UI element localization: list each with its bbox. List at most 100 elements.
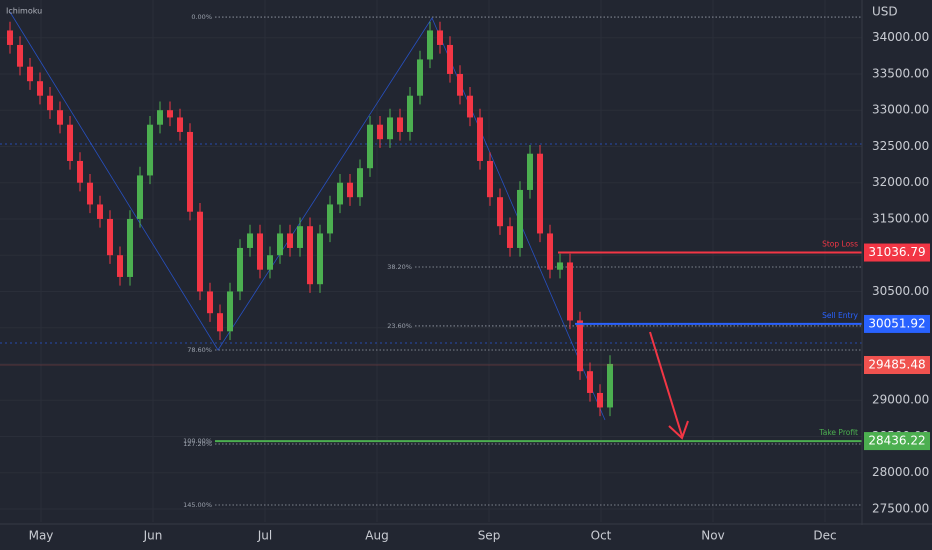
- currency-label: USD: [872, 5, 898, 19]
- candle-body: [187, 131, 193, 212]
- candle-body: [277, 233, 283, 256]
- candle-body: [417, 59, 423, 96]
- arrow-head: [668, 420, 689, 440]
- price-axis-bg: [862, 0, 932, 550]
- candle-body: [67, 124, 73, 161]
- level-name: Take Profit: [818, 428, 858, 437]
- x-tick-label: Jun: [143, 529, 163, 543]
- candle-body: [297, 226, 303, 248]
- y-tick-label: 29000.00: [872, 393, 929, 407]
- candle-body: [227, 291, 233, 332]
- candles: [7, 21, 613, 417]
- x-tick-label: May: [29, 529, 54, 543]
- candle-body: [27, 66, 33, 82]
- x-tick-label: Sep: [478, 529, 501, 543]
- levels: Stop Loss Sell Entry Take Profit: [0, 240, 862, 443]
- candle-body: [607, 363, 613, 408]
- candle-body: [407, 95, 413, 132]
- candle-body: [57, 110, 63, 125]
- candle-body: [97, 204, 103, 219]
- candle-body: [237, 247, 243, 292]
- arrow-shaft: [649, 331, 683, 437]
- x-tick-label: Jul: [257, 529, 272, 543]
- candle-body: [247, 233, 253, 248]
- candle-body: [217, 313, 223, 332]
- candle-body: [147, 124, 153, 176]
- candle-body: [477, 117, 483, 161]
- y-tick-label: 33000.00: [872, 103, 929, 117]
- fib-label: 23.60%: [387, 322, 412, 330]
- candle-body: [427, 30, 433, 60]
- y-tick-label: 28000.00: [872, 465, 929, 479]
- candle-body: [167, 110, 173, 118]
- x-tick-label: Oct: [591, 529, 612, 543]
- candle-body: [497, 197, 503, 227]
- x-tick-label: Dec: [813, 529, 836, 543]
- candle-body: [507, 226, 513, 248]
- arrow: [649, 331, 689, 440]
- price-label-bg: [864, 432, 930, 451]
- candle-body: [197, 211, 203, 292]
- y-tick-label: 32500.00: [872, 139, 929, 153]
- candle-body: [267, 255, 273, 270]
- candle-body: [177, 117, 183, 132]
- candle-body: [577, 320, 583, 372]
- candle-body: [547, 233, 553, 270]
- candle-body: [527, 153, 533, 190]
- fib-label: 100.00%: [183, 437, 212, 445]
- candle-body: [127, 218, 133, 277]
- candle-body: [257, 233, 263, 270]
- candle-body: [487, 160, 493, 198]
- candle-body: [347, 182, 353, 198]
- candle-body: [567, 262, 573, 321]
- price-label: 31036.79: [868, 245, 925, 259]
- candle-body: [367, 124, 373, 169]
- candle-body: [77, 160, 83, 183]
- candle-body: [597, 392, 603, 408]
- x-tick-label: Aug: [365, 529, 388, 543]
- candle-body: [447, 44, 453, 74]
- candle-body: [117, 255, 123, 277]
- candle-body: [47, 95, 53, 111]
- fib-label: 38.20%: [387, 263, 412, 271]
- candle-body: [307, 226, 313, 285]
- y-tick-label: 30500.00: [872, 284, 929, 298]
- candle-body: [537, 153, 543, 234]
- candle-body: [87, 182, 93, 205]
- price-label-bg: [864, 243, 930, 262]
- candle-body: [437, 30, 443, 45]
- candle-body: [517, 189, 523, 248]
- candle-body: [157, 110, 163, 125]
- y-tick-label: 33500.00: [872, 66, 929, 80]
- candle-body: [137, 175, 143, 219]
- candle-body: [7, 30, 13, 45]
- price-label-bg: [864, 314, 930, 333]
- candle-body: [37, 81, 43, 96]
- candle-body: [377, 124, 383, 140]
- fib-label: 78.60%: [187, 346, 212, 354]
- price-label: 29485.48: [868, 358, 925, 372]
- candle-body: [207, 291, 213, 314]
- price-label: 28436.22: [868, 434, 925, 448]
- candle-body: [467, 95, 473, 118]
- candle-body: [557, 262, 563, 270]
- level-name: Stop Loss: [822, 240, 858, 249]
- candle-body: [327, 204, 333, 234]
- candle-body: [587, 371, 593, 393]
- fib-label: 0.00%: [191, 13, 212, 21]
- candle-body: [387, 117, 393, 140]
- price-label: 30051.92: [868, 316, 925, 330]
- y-tick-label: 32000.00: [872, 175, 929, 189]
- level-name: Sell Entry: [822, 311, 858, 320]
- candle-body: [397, 117, 403, 132]
- y-tick-label: 31500.00: [872, 211, 929, 225]
- indicator-label: Ichimoku: [6, 7, 42, 16]
- candle-body: [287, 233, 293, 248]
- y-tick-label: 34000.00: [872, 30, 929, 44]
- y-tick-label: 27500.00: [872, 501, 929, 515]
- candle-body: [17, 44, 23, 67]
- fib-label: 127.20%: [183, 440, 212, 448]
- candle-body: [107, 218, 113, 256]
